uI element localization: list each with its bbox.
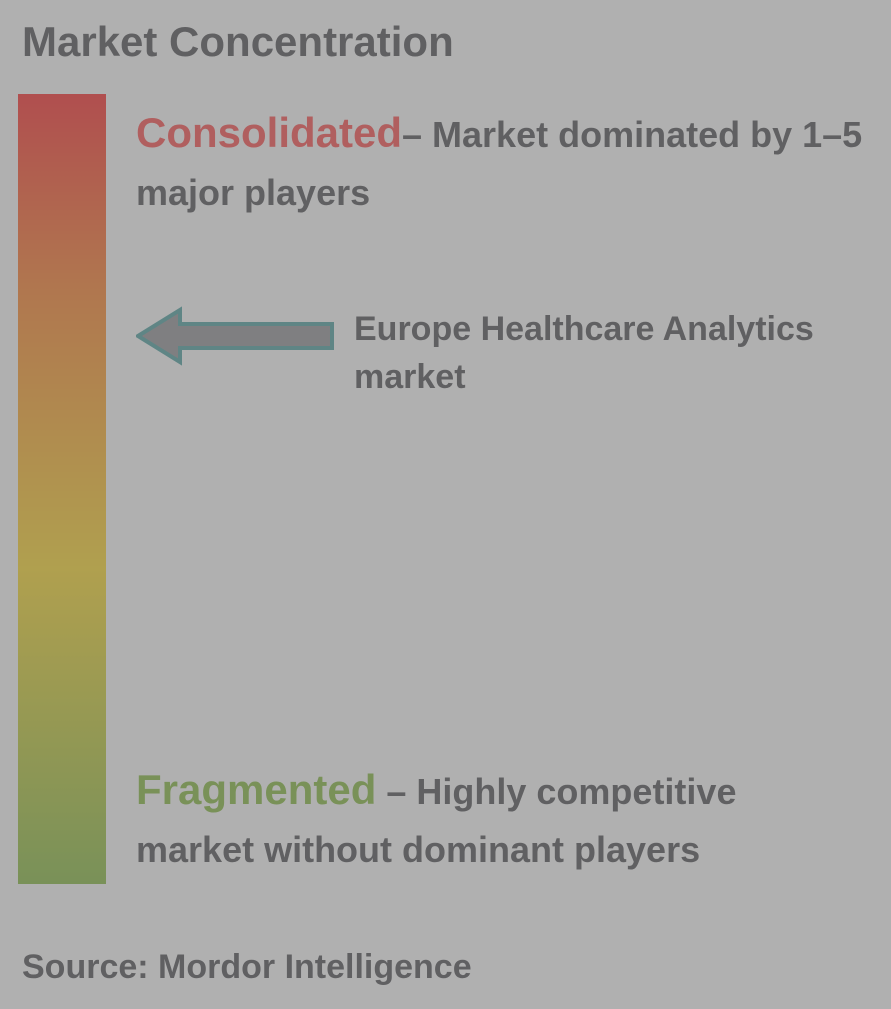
fragmented-annotation: Fragmented – Highly competitive market w… (136, 757, 863, 878)
gradient-bar-svg (18, 94, 106, 884)
diagram-body: Consolidated– Market dominated by 1–5 ma… (18, 94, 873, 884)
fragmented-label: Fragmented (136, 766, 376, 813)
diagram-title: Market Concentration (22, 18, 873, 66)
market-concentration-diagram: Market Concentration Consolidated– Marke… (0, 0, 891, 1009)
annotations-column: Consolidated– Market dominated by 1–5 ma… (136, 94, 873, 884)
pointer-arrow-shape (138, 310, 332, 362)
market-pointer-row: Europe Healthcare Analytics market (136, 304, 863, 401)
source-attribution: Source: Mordor Intelligence (22, 948, 873, 987)
concentration-gradient-bar (18, 94, 106, 884)
consolidated-annotation: Consolidated– Market dominated by 1–5 ma… (136, 100, 863, 221)
arrow-left-icon (136, 304, 336, 368)
consolidated-label: Consolidated (136, 109, 402, 156)
market-pointer-label: Europe Healthcare Analytics market (354, 304, 863, 401)
